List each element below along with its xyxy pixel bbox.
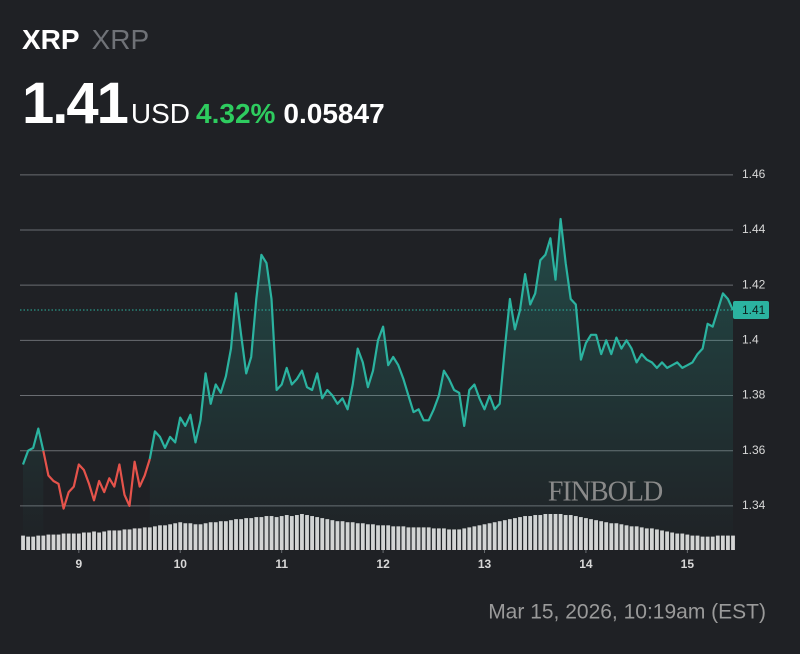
symbol: XRP [22, 24, 80, 55]
volume-bar [127, 529, 132, 550]
y-tick-label: 1.36 [742, 443, 766, 457]
volume-bar [122, 529, 127, 550]
volume-bar [81, 532, 86, 550]
volume-bar [61, 533, 66, 550]
change: 0.05847 [283, 98, 385, 129]
current-price-label: 1.41 [742, 303, 766, 317]
x-tick-label: 10 [174, 557, 188, 571]
y-tick-label: 1.46 [742, 167, 766, 181]
volume-bar [102, 531, 107, 550]
header-price-row: 1.41 USD 4.32% 0.05847 [22, 70, 385, 137]
y-tick-label: 1.4 [742, 333, 759, 347]
x-tick-label: 14 [579, 557, 593, 571]
volume-bar [92, 531, 96, 550]
x-tick-label: 9 [75, 557, 82, 571]
x-tick-label: 15 [681, 557, 695, 571]
volume-bar [117, 530, 122, 550]
x-tick-label: 12 [376, 557, 390, 571]
volume-bar [51, 534, 56, 550]
x-tick-label: 11 [275, 557, 288, 571]
volume-bar [56, 534, 61, 550]
y-tick-label: 1.38 [742, 388, 766, 402]
volume-bar [46, 534, 51, 550]
change-percent: 4.32% [196, 98, 276, 129]
volume-bar [66, 533, 71, 550]
x-tick-label: 13 [478, 557, 492, 571]
volume-bar [142, 527, 147, 550]
price: 1.41 [22, 71, 129, 136]
price-line [42, 450, 151, 510]
price-line [21, 217, 734, 465]
volume-bar [71, 533, 76, 550]
volume-bar [41, 535, 46, 550]
y-tick-label: 1.34 [742, 498, 766, 512]
volume-bar [97, 532, 102, 550]
volume-bar [132, 528, 137, 550]
volume-bar [112, 530, 117, 550]
y-tick-label: 1.42 [742, 277, 766, 291]
currency: USD [130, 98, 191, 129]
volume-bar [87, 532, 91, 550]
volume-bar [137, 528, 142, 550]
volume-bar [76, 533, 81, 550]
volume-bar [107, 530, 112, 550]
timestamp: Mar 15, 2026, 10:19am (EST) [488, 601, 766, 624]
asset-name: XRP [91, 24, 150, 55]
area [23, 219, 733, 550]
watermark: FINBOLD [548, 476, 663, 507]
current-price-box [733, 301, 769, 319]
y-tick-label: 1.44 [742, 222, 766, 236]
header-symbol-row: XRP XRP [22, 24, 149, 56]
